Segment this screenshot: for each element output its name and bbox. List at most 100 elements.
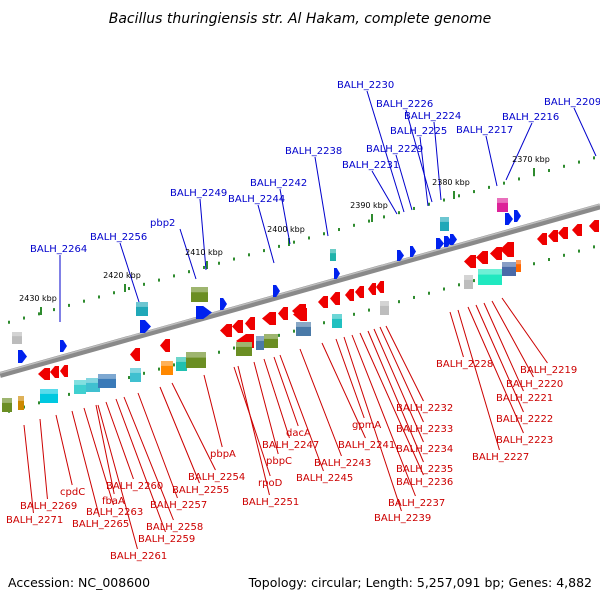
forward-gene-arrow xyxy=(334,268,340,279)
scale-labels-layer: 2430 kbp 2420 kbp 2410 kbp 2400 kbp 2390 kbp… xyxy=(19,155,550,303)
gene-label-rpod: rpoD xyxy=(258,478,283,489)
leader-line-pbpc xyxy=(253,361,279,455)
gene-label-balh-2233: BALH_2233 xyxy=(396,424,453,435)
gene-domain-block xyxy=(380,301,389,315)
gene-domain-block xyxy=(464,275,473,289)
gene-domain-block xyxy=(256,336,264,350)
minor-tick xyxy=(128,287,130,291)
leader-line-balh-2263 xyxy=(83,407,114,506)
gene-domain-block xyxy=(176,357,187,371)
gene-label-balh-2260: BALH_2260 xyxy=(106,481,163,492)
gene-label-balh-2223: BALH_2223 xyxy=(496,435,553,446)
minor-tick xyxy=(263,249,265,253)
minor-tick xyxy=(293,329,295,333)
major-tick xyxy=(533,168,535,176)
gene-domain-block xyxy=(2,398,12,412)
minor-tick xyxy=(368,308,370,312)
leader-line-balh-2255 xyxy=(159,386,200,484)
gene-label-balh-2228: BALH_2228 xyxy=(436,359,493,370)
gene-label-daca: dacA xyxy=(286,428,311,439)
reverse-gene-arrow xyxy=(537,233,547,245)
leader-line-balh-2238 xyxy=(314,156,329,237)
minor-tick xyxy=(128,376,130,380)
gene-domain-block xyxy=(136,302,148,316)
reverse-gene-arrow xyxy=(60,365,68,377)
gene-label-balh-2221: BALH_2221 xyxy=(496,393,553,404)
leader-line-cpdc xyxy=(55,414,73,486)
leader-line-balh-2254 xyxy=(171,382,216,471)
gene-label-gpma: gpmA xyxy=(352,420,381,431)
minor-tick xyxy=(8,320,10,324)
gene-label-balh-2243: BALH_2243 xyxy=(314,458,371,469)
forward-gene-arrow xyxy=(273,285,280,297)
gene-label-balh-2257: BALH_2257 xyxy=(150,500,207,511)
minor-tick xyxy=(383,215,385,219)
minor-tick xyxy=(113,291,115,295)
reverse-gene-arrow xyxy=(490,247,502,260)
gene-features-layer xyxy=(2,198,599,412)
minor-tick xyxy=(38,312,40,316)
leader-line-balh-2242 xyxy=(279,188,291,245)
leader-line-balh-2220 xyxy=(491,300,534,378)
gene-domain-block xyxy=(186,352,206,368)
gene-label-balh-2265: BALH_2265 xyxy=(72,519,129,530)
gene-label-balh-2225: BALH_2225 xyxy=(390,126,447,137)
gene-label-balh-2247: BALH_2247 xyxy=(262,440,319,451)
leader-line-balh-2260 xyxy=(105,401,134,480)
forward-gene-arrow xyxy=(196,306,212,319)
leader-line-balh-2209 xyxy=(573,107,597,157)
forward-gene-arrow xyxy=(444,236,452,247)
minor-tick xyxy=(278,333,280,337)
reverse-gene-arrow xyxy=(293,308,307,321)
scale-label: 2420 kbp xyxy=(103,271,141,280)
leader-line-balh-2258 xyxy=(123,396,174,521)
forward-gene-arrow xyxy=(505,213,513,225)
scale-label: 2410 kbp xyxy=(185,248,223,257)
scale-label: 2430 kbp xyxy=(19,294,57,303)
minor-tick xyxy=(233,346,235,350)
minor-tick xyxy=(368,219,370,223)
minor-tick xyxy=(323,321,325,325)
scale-label: 2390 kbp xyxy=(350,201,388,210)
reverse-gene-arrow xyxy=(476,251,488,264)
minor-tick xyxy=(23,316,25,320)
minor-tick xyxy=(248,253,250,257)
major-tick xyxy=(124,284,126,292)
minor-tick xyxy=(338,228,340,232)
major-tick xyxy=(288,238,290,246)
gene-domain-block xyxy=(98,374,116,388)
gene-domain-block xyxy=(516,260,521,272)
gene-label-balh-2238: BALH_2238 xyxy=(285,146,342,157)
gene-label-balh-2258: BALH_2258 xyxy=(146,522,203,533)
leader-line-balh-2222 xyxy=(475,304,524,413)
reverse-gene-arrow xyxy=(572,224,582,236)
forward-gene-arrow xyxy=(450,234,457,245)
forward-gene-arrow xyxy=(410,246,416,257)
gene-label-balh-2239: BALH_2239 xyxy=(374,513,431,524)
gene-domain-block xyxy=(330,249,336,261)
gene-label-balh-2256: BALH_2256 xyxy=(90,232,147,243)
minor-tick xyxy=(443,198,445,202)
reverse-gene-arrow xyxy=(262,312,276,325)
reverse-gene-arrow xyxy=(500,242,514,257)
leader-line-balh-2225 xyxy=(419,136,429,207)
minor-tick xyxy=(593,245,595,249)
forward-gene-arrow xyxy=(60,340,67,352)
minor-tick xyxy=(158,278,160,282)
gene-label-balh-2232: BALH_2232 xyxy=(396,403,453,414)
gene-label-pbp2: pbp2 xyxy=(150,218,175,229)
leader-line-balh-2269 xyxy=(39,418,48,500)
leader-line-balh-2233 xyxy=(379,326,424,423)
scale-label: 2370 kbp xyxy=(512,155,550,164)
minor-tick xyxy=(173,274,175,278)
gene-label-balh-2219: BALH_2219 xyxy=(520,365,577,376)
gene-label-balh-2236: BALH_2236 xyxy=(396,477,453,488)
gene-domain-block xyxy=(74,380,86,394)
leader-line-fbaa xyxy=(95,404,115,495)
leader-line-balh-2261 xyxy=(97,404,138,550)
leader-line-balh-2226 xyxy=(405,109,433,203)
leader-line-balh-2223 xyxy=(467,306,524,434)
gene-label-balh-2222: BALH_2222 xyxy=(496,414,553,425)
minor-tick xyxy=(173,363,175,367)
leader-line-balh-2241 xyxy=(321,342,366,439)
